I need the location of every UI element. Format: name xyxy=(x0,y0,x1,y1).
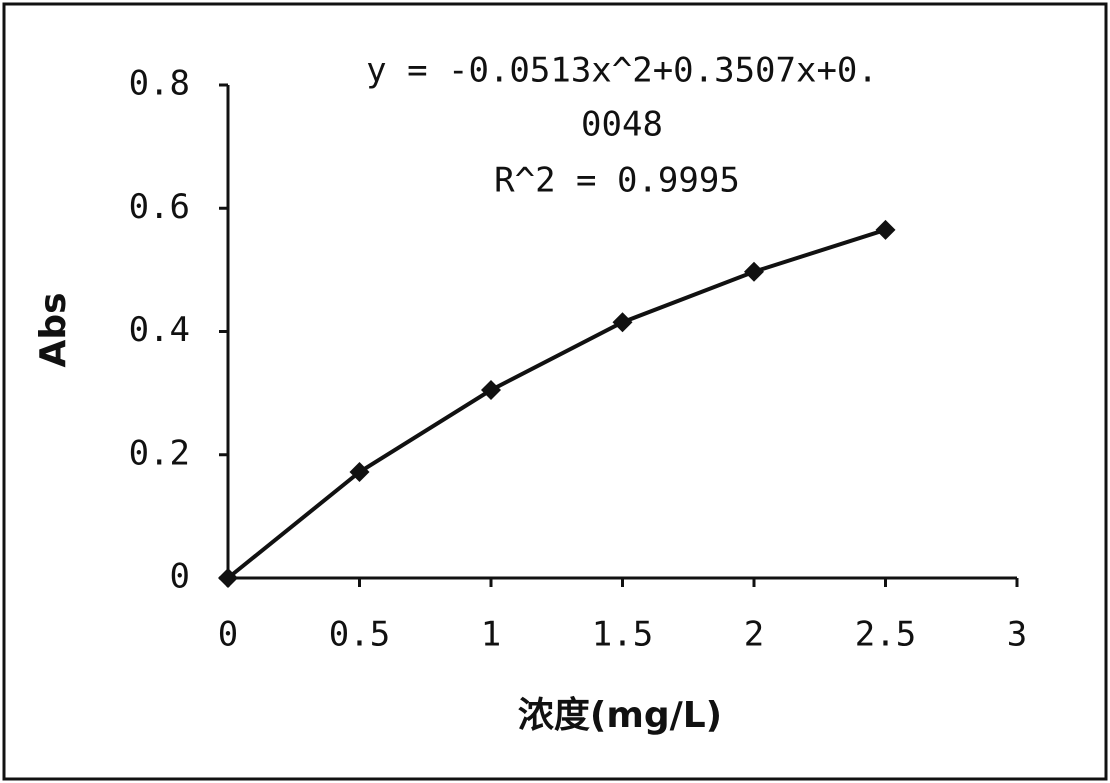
y-axis-label: Abs xyxy=(33,292,74,367)
x-tick-label: 1 xyxy=(481,615,501,655)
x-axis-label: 浓度(mg/L) xyxy=(518,695,722,736)
y-tick-label: 0.4 xyxy=(129,310,190,350)
x-tick-label: 2 xyxy=(744,615,764,655)
annotation: y = -0.0513x^2+0.3507x+0. xyxy=(366,51,878,91)
x-tick-label: 3 xyxy=(1007,615,1027,655)
x-tick-label: 0.5 xyxy=(329,615,390,655)
data-point xyxy=(481,380,501,401)
data-point xyxy=(218,568,238,588)
x-tick-label: 2.5 xyxy=(855,615,916,655)
data-point xyxy=(744,261,764,282)
data-point xyxy=(875,219,896,240)
data-line xyxy=(226,227,887,580)
x-tick-label: 0 xyxy=(218,615,238,655)
annotation: R^2 = 0.9995 xyxy=(494,161,740,201)
y-tick-label: 0 xyxy=(170,557,190,597)
y-tick-label: 0.2 xyxy=(129,433,190,473)
data-point xyxy=(349,462,370,483)
x-tick-label: 1.5 xyxy=(592,615,653,655)
data-point xyxy=(612,312,633,333)
annotation: 0048 xyxy=(581,105,663,145)
y-tick-label: 0.8 xyxy=(129,64,190,104)
y-tick-label: 0.6 xyxy=(129,187,190,227)
